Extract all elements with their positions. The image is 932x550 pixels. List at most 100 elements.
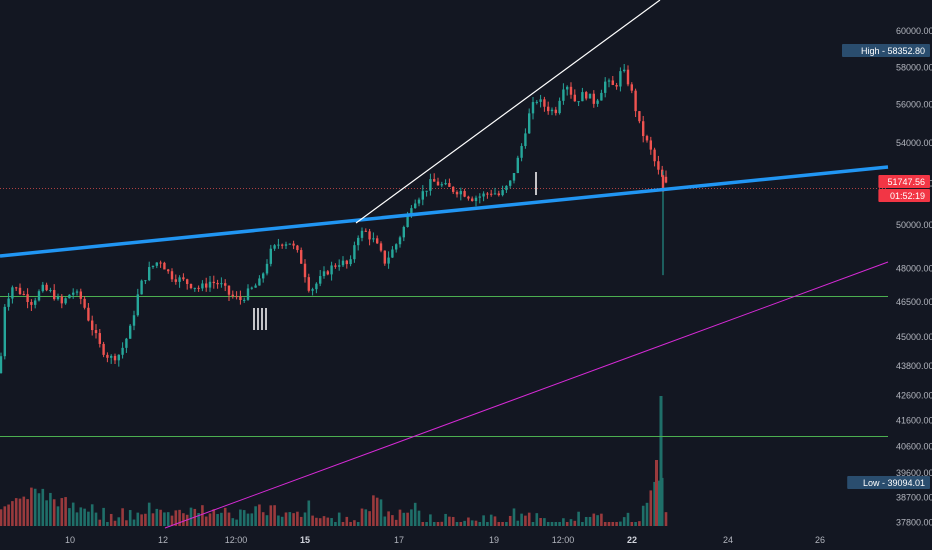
- volume-bar: [60, 498, 64, 526]
- volume-bar: [387, 511, 390, 526]
- candle-body: [459, 191, 462, 195]
- candle-body: [585, 92, 588, 99]
- candle-body: [630, 84, 633, 91]
- volume-bar: [565, 522, 569, 526]
- volume-bar: [535, 513, 539, 526]
- candle-body: [94, 330, 98, 334]
- volume-bar: [90, 504, 94, 526]
- candle-body: [543, 99, 546, 107]
- marker-layer: [253, 172, 537, 330]
- volume-bar: [341, 522, 345, 526]
- volume-bar: [619, 521, 622, 526]
- candle-body: [265, 263, 269, 274]
- volume-bar: [106, 522, 109, 526]
- candle-body: [596, 100, 599, 104]
- volume-bar: [516, 520, 520, 526]
- candle-body: [478, 196, 481, 198]
- candle-body: [569, 86, 573, 95]
- candle-body: [330, 265, 333, 275]
- volume-bar: [429, 514, 432, 526]
- candle-body: [364, 230, 367, 232]
- volume-bar: [75, 512, 79, 526]
- volume-bar: [299, 516, 303, 526]
- volume-bar: [140, 514, 143, 526]
- candle-body: [235, 296, 238, 298]
- volume-bar: [611, 522, 615, 526]
- candle-body: [72, 292, 75, 295]
- volume-bar: [231, 518, 235, 526]
- candle-body: [136, 294, 139, 316]
- volume-bar: [250, 513, 254, 526]
- time-axis[interactable]: 10 12 12:00 15 17 19 12:00 22 24 26: [65, 535, 825, 545]
- last-price-badge-bg: [878, 175, 930, 188]
- candle-body: [387, 257, 390, 264]
- candle-body: [315, 283, 318, 290]
- volume-bar: [349, 522, 352, 526]
- candle-body: [562, 89, 565, 101]
- candle-body: [436, 181, 440, 186]
- candle-body: [653, 149, 656, 162]
- candle-body: [509, 180, 512, 186]
- candle-body: [148, 267, 151, 281]
- volume-bar: [212, 509, 216, 526]
- candle-body: [243, 299, 246, 301]
- candle-body: [368, 231, 371, 240]
- y-tick-label: 40600.00: [896, 441, 932, 451]
- volume-bar: [364, 509, 368, 526]
- volume-bar: [562, 518, 565, 526]
- candle-body: [452, 186, 455, 192]
- low-badge-bg: [847, 476, 930, 489]
- volume-bar: [655, 460, 658, 526]
- volume-bar: [121, 508, 124, 526]
- volume-bar: [159, 509, 162, 526]
- trendlines-layer[interactable]: [0, 0, 889, 529]
- volume-bar: [512, 508, 516, 526]
- candle-body: [395, 244, 398, 250]
- volume-bar: [292, 513, 295, 526]
- volume-bar: [603, 522, 607, 526]
- volume-bar: [87, 511, 90, 526]
- candle-body: [471, 198, 474, 202]
- candle-body: [37, 291, 41, 301]
- volume-bar: [592, 513, 596, 526]
- candle-body: [486, 193, 489, 195]
- volume-bar: [296, 511, 299, 526]
- candle-body: [64, 298, 67, 304]
- price-axis[interactable]: 60000.0058000.0056000.0054000.0052000.00…: [896, 26, 932, 527]
- volume-bar: [508, 515, 512, 526]
- candle-body: [406, 215, 409, 228]
- volume-bar: [497, 522, 501, 526]
- candle-body: [125, 338, 128, 348]
- candle-body: [642, 121, 645, 137]
- candle-body: [254, 285, 257, 288]
- volume-bar: [527, 512, 531, 526]
- volume-bar: [463, 520, 466, 526]
- volume-bar: [337, 512, 341, 526]
- candle-body: [269, 248, 272, 264]
- candle-body: [501, 190, 504, 196]
- y-tick-label: 42600.00: [896, 390, 932, 400]
- candle-body: [645, 136, 649, 141]
- x-tick-label: 10: [65, 535, 75, 545]
- volume-bar: [235, 519, 238, 526]
- candle-body: [573, 94, 576, 102]
- candle-body: [550, 109, 554, 112]
- candle-body: [398, 237, 402, 245]
- candle-body: [528, 113, 531, 134]
- candle-body: [300, 250, 303, 264]
- volume-bar: [163, 512, 166, 526]
- candle-body: [558, 100, 561, 114]
- candle-body: [664, 176, 668, 183]
- candle-body: [607, 80, 611, 82]
- y-tick-label: 38700.00: [896, 492, 932, 502]
- volume-bar: [117, 517, 121, 526]
- x-tick-label: 19: [489, 535, 499, 545]
- volume-bar: [94, 512, 98, 526]
- candle-body: [41, 284, 44, 292]
- volume-bar: [185, 514, 189, 526]
- volume-bar: [539, 518, 542, 526]
- candle-body: [231, 294, 234, 297]
- candle-body: [15, 287, 18, 289]
